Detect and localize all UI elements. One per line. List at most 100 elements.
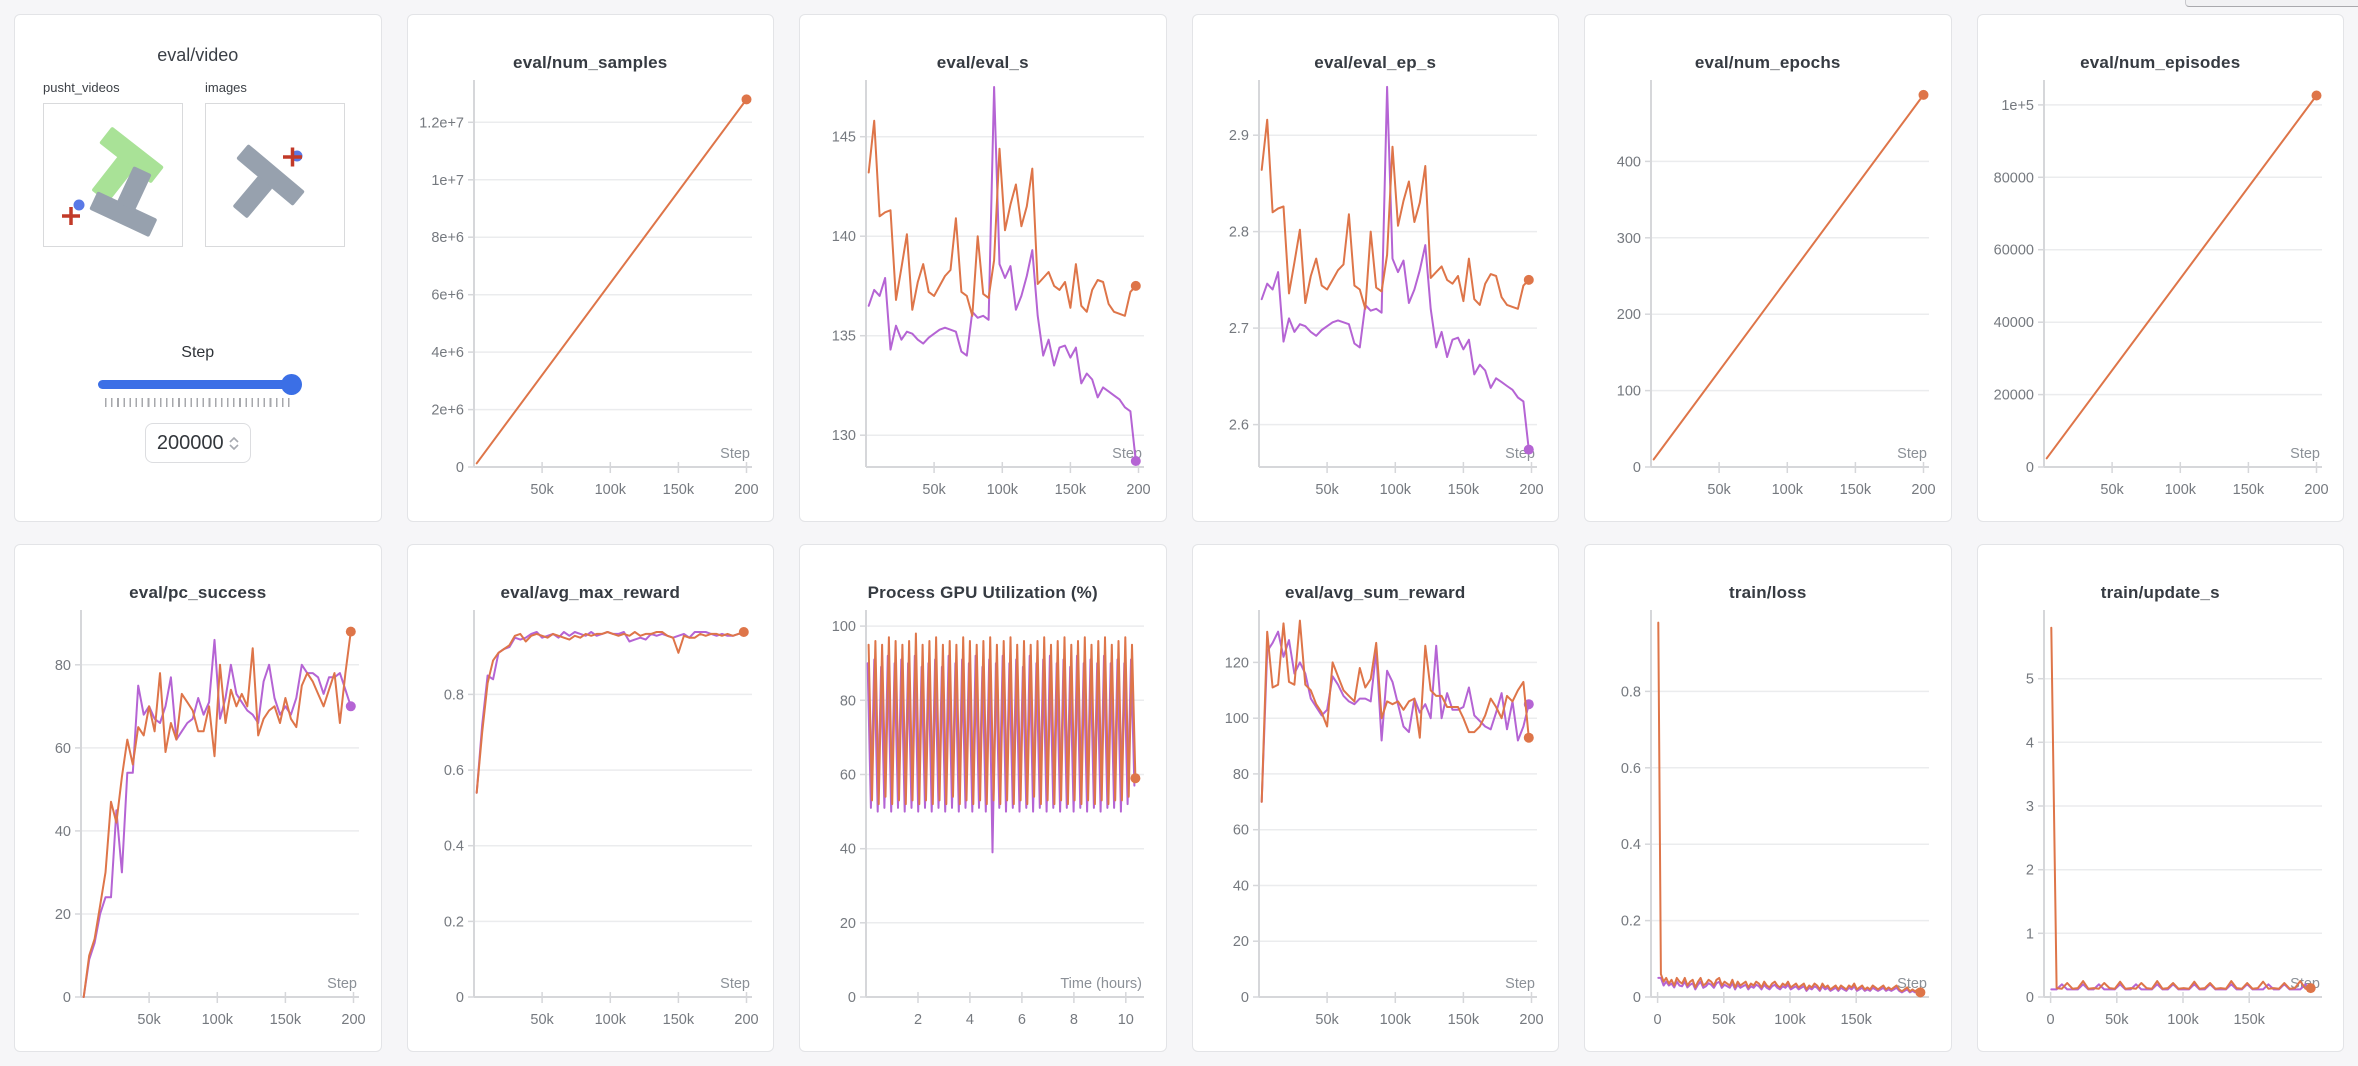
chart-title: eval/pc_success: [129, 583, 267, 602]
svg-text:2: 2: [2025, 863, 2033, 879]
svg-text:0.2: 0.2: [443, 914, 463, 930]
panel-eval-num-epochs: eval/num_epochs 0 100 200 300 400 50k 100k 150k…: [1584, 14, 1952, 522]
chart-canvas[interactable]: 0 20000 40000 60000 80000 1e+5 50k 100k 150k 200 S…: [1982, 77, 2336, 513]
svg-text:0: 0: [2025, 460, 2033, 476]
svg-text:150k: 150k: [1840, 482, 1872, 498]
chart-title: eval/num_samples: [513, 53, 668, 72]
svg-text:60: 60: [1232, 823, 1248, 839]
svg-text:4e+6: 4e+6: [431, 345, 464, 361]
svg-text:50k: 50k: [1707, 482, 1731, 498]
media-thumbnails: pusht_videos: [15, 80, 381, 247]
panel-gpu-utilization: Process GPU Utilization (%) 0 20 40 60 80 100…: [799, 544, 1167, 1052]
svg-text:0: 0: [1633, 460, 1641, 476]
svg-text:100: 100: [832, 619, 856, 635]
chart-canvas[interactable]: 0 20 40 60 80 50k 100k 150k 200 Step: [19, 607, 373, 1043]
svg-text:0.6: 0.6: [1621, 761, 1641, 777]
step-number-input[interactable]: 200000: [144, 423, 251, 463]
step-slider[interactable]: [97, 374, 302, 395]
chart-canvas[interactable]: 0 20 40 60 80 100 120 50k 100k 150k 200 Step: [1197, 607, 1551, 1043]
svg-text:300: 300: [1617, 231, 1641, 247]
chart-canvas[interactable]: 0 0.2 0.4 0.6 0.8 0 50k 100k 150k Step: [1589, 607, 1943, 1043]
chart-title: eval/num_episodes: [2080, 53, 2241, 72]
svg-text:1e+5: 1e+5: [2001, 98, 2034, 114]
chart-title: eval/eval_s: [936, 53, 1029, 72]
svg-text:140: 140: [832, 229, 856, 245]
chart-title: eval/avg_max_reward: [500, 583, 681, 602]
chart-title: eval/avg_sum_reward: [1284, 583, 1466, 602]
partial-panel-edge: [2185, 0, 2358, 7]
svg-text:0.4: 0.4: [1621, 837, 1641, 853]
chart-canvas[interactable]: 130 135 140 145 50k 100k 150k 200 Step: [804, 77, 1158, 513]
svg-text:50k: 50k: [530, 1012, 554, 1028]
svg-text:Step: Step: [2290, 446, 2320, 462]
svg-text:200: 200: [1519, 1012, 1543, 1028]
svg-text:130: 130: [832, 428, 856, 444]
svg-text:150k: 150k: [1840, 1012, 1872, 1028]
panel-eval-avg-sum-reward: eval/avg_sum_reward 0 20 40 60 80 100 120 50k 10…: [1191, 544, 1559, 1052]
svg-text:80000: 80000: [1993, 170, 2033, 186]
svg-text:1.2e+7: 1.2e+7: [419, 115, 464, 131]
svg-text:60: 60: [55, 741, 71, 757]
svg-text:1: 1: [2025, 926, 2033, 942]
svg-text:135: 135: [832, 329, 856, 345]
chart-canvas[interactable]: 2.6 2.7 2.8 2.9 50k 100k 150k 200 Step: [1197, 77, 1551, 513]
chart-canvas[interactable]: 0 100 200 300 400 50k 100k 150k 200 Step: [1589, 77, 1943, 513]
svg-text:100: 100: [1224, 711, 1248, 727]
svg-text:50k: 50k: [1315, 1012, 1339, 1028]
svg-text:80: 80: [840, 693, 856, 709]
panel-title: eval/video: [157, 45, 239, 65]
stepper-buttons[interactable]: [229, 436, 239, 450]
svg-text:100k: 100k: [594, 482, 626, 498]
svg-text:100k: 100k: [594, 1012, 626, 1028]
svg-text:6: 6: [1018, 1012, 1026, 1028]
svg-text:Time (hours): Time (hours): [1060, 976, 1142, 992]
svg-text:0: 0: [1240, 990, 1248, 1006]
svg-text:6e+6: 6e+6: [431, 288, 464, 304]
pusht-video-thumbnail[interactable]: [43, 103, 183, 247]
media-key-label: images: [205, 80, 247, 95]
svg-text:2: 2: [914, 1012, 922, 1028]
svg-text:100k: 100k: [1379, 482, 1411, 498]
svg-text:100k: 100k: [1379, 1012, 1411, 1028]
pusht-scene-image: [62, 127, 164, 237]
images-thumbnail[interactable]: [205, 103, 345, 247]
svg-text:50k: 50k: [137, 1012, 161, 1028]
svg-text:Step: Step: [720, 446, 750, 462]
svg-text:120: 120: [1224, 655, 1248, 671]
media-key-label: pusht_videos: [43, 80, 120, 95]
svg-text:0: 0: [848, 990, 856, 1006]
slider-handle[interactable]: [280, 374, 302, 395]
svg-text:150k: 150k: [662, 1012, 694, 1028]
svg-text:0: 0: [63, 990, 71, 1006]
chart-title: Process GPU Utilization (%): [867, 583, 1098, 602]
svg-text:150k: 150k: [1447, 482, 1479, 498]
svg-text:200: 200: [734, 1012, 758, 1028]
chart-canvas[interactable]: 0 1 2 3 4 5 0 50k 100k 150k Step: [1982, 607, 2336, 1043]
svg-text:100: 100: [1617, 384, 1641, 400]
chevron-down-icon[interactable]: [229, 443, 239, 450]
svg-text:1e+7: 1e+7: [431, 173, 464, 189]
chart-title: train/update_s: [2100, 583, 2220, 602]
slider-track[interactable]: [97, 380, 298, 389]
svg-text:40: 40: [1232, 879, 1248, 895]
svg-text:150k: 150k: [1055, 482, 1087, 498]
step-value[interactable]: 200000: [156, 431, 224, 454]
step-slider-label: Step: [181, 344, 215, 361]
svg-text:150k: 150k: [2232, 482, 2264, 498]
panel-train-loss: train/loss 0 0.2 0.4 0.6 0.8 0 50k 100k 150k Step: [1584, 544, 1952, 1052]
svg-text:150k: 150k: [2233, 1012, 2265, 1028]
chart-canvas[interactable]: 0 20 40 60 80 100 2 4 6 8 10 Time (hours): [804, 607, 1158, 1043]
svg-text:20: 20: [1232, 934, 1248, 950]
svg-text:0.4: 0.4: [443, 839, 463, 855]
chart-canvas[interactable]: 0 0.2 0.4 0.6 0.8 50k 100k 150k 200 Step: [412, 607, 766, 1043]
chart-canvas[interactable]: 0 2e+6 4e+6 6e+6 8e+6 1e+7 1.2e+7 50k 100k 150k 20…: [412, 77, 766, 513]
svg-text:4: 4: [2025, 735, 2033, 751]
panel-eval-avg-max-reward: eval/avg_max_reward 0 0.2 0.4 0.6 0.8 50k 100k…: [406, 544, 774, 1052]
svg-text:200: 200: [1911, 482, 1935, 498]
svg-text:60: 60: [840, 768, 856, 784]
pusht-videos-column: pusht_videos: [43, 80, 183, 247]
chevron-up-icon[interactable]: [229, 436, 239, 443]
svg-text:0: 0: [2046, 1012, 2054, 1028]
